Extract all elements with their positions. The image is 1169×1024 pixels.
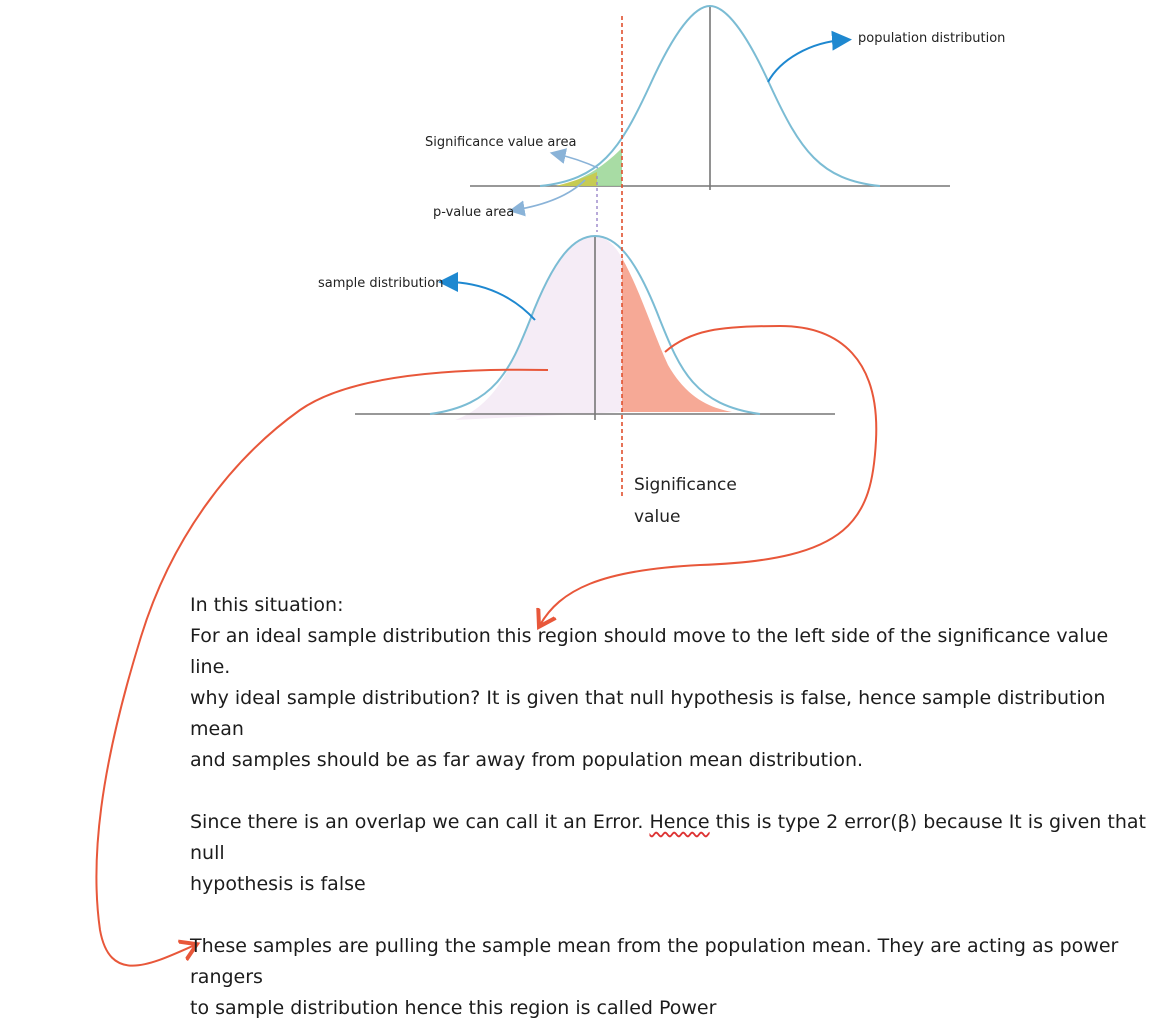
sample-fill-area [455,236,622,420]
sample-region-arrow [95,368,549,967]
population-distribution-label: population distribution [858,31,1005,46]
notes-heading: In this situation: [190,594,344,616]
notes-error-line-2: hypothesis is false [190,873,366,895]
significance-value-area [560,148,622,186]
hypothesis-diagram: population distribution Significance val… [95,4,1005,967]
notes-error-line-1: Since there is an overlap we can call it… [190,807,1150,869]
sample-distribution-arrow [438,272,536,321]
significance-value-area-label: Significance value area [425,135,576,150]
significance-area-arrow [549,148,599,169]
significance-value-label-line1: Significance [634,475,737,495]
notes-error-hence: Hence [649,811,710,833]
notes-error-pre: Since there is an overlap we can call it… [190,811,650,833]
sample-distribution [355,234,835,420]
sample-distribution-label: sample distribution [318,276,443,291]
p-value-area [556,172,597,186]
sample-curve [429,234,761,415]
population-distribution [470,4,950,190]
population-distribution-arrow [767,30,852,83]
significance-value-label-line2: value [634,507,680,527]
notes-power-line-2: to sample distribution hence this region… [190,997,717,1019]
notes-line-3: and samples should be as far away from p… [190,749,864,771]
population-curve [539,4,881,187]
notes-line-2: why ideal sample distribution? It is giv… [190,687,1106,740]
notes-line-1: For an ideal sample distribution this re… [190,625,1109,678]
notes-power-line-1: These samples are pulling the sample mea… [190,935,1119,988]
notes-error-post: this is type 2 error(β) because It is gi… [190,811,1146,864]
p-value-area-label: p-value area [433,205,514,220]
power-area [622,258,732,412]
explanation-notes: In this situation: For an ideal sample d… [190,590,1150,1024]
p-value-area-arrow [508,179,586,217]
power-region-arrow [540,324,878,625]
